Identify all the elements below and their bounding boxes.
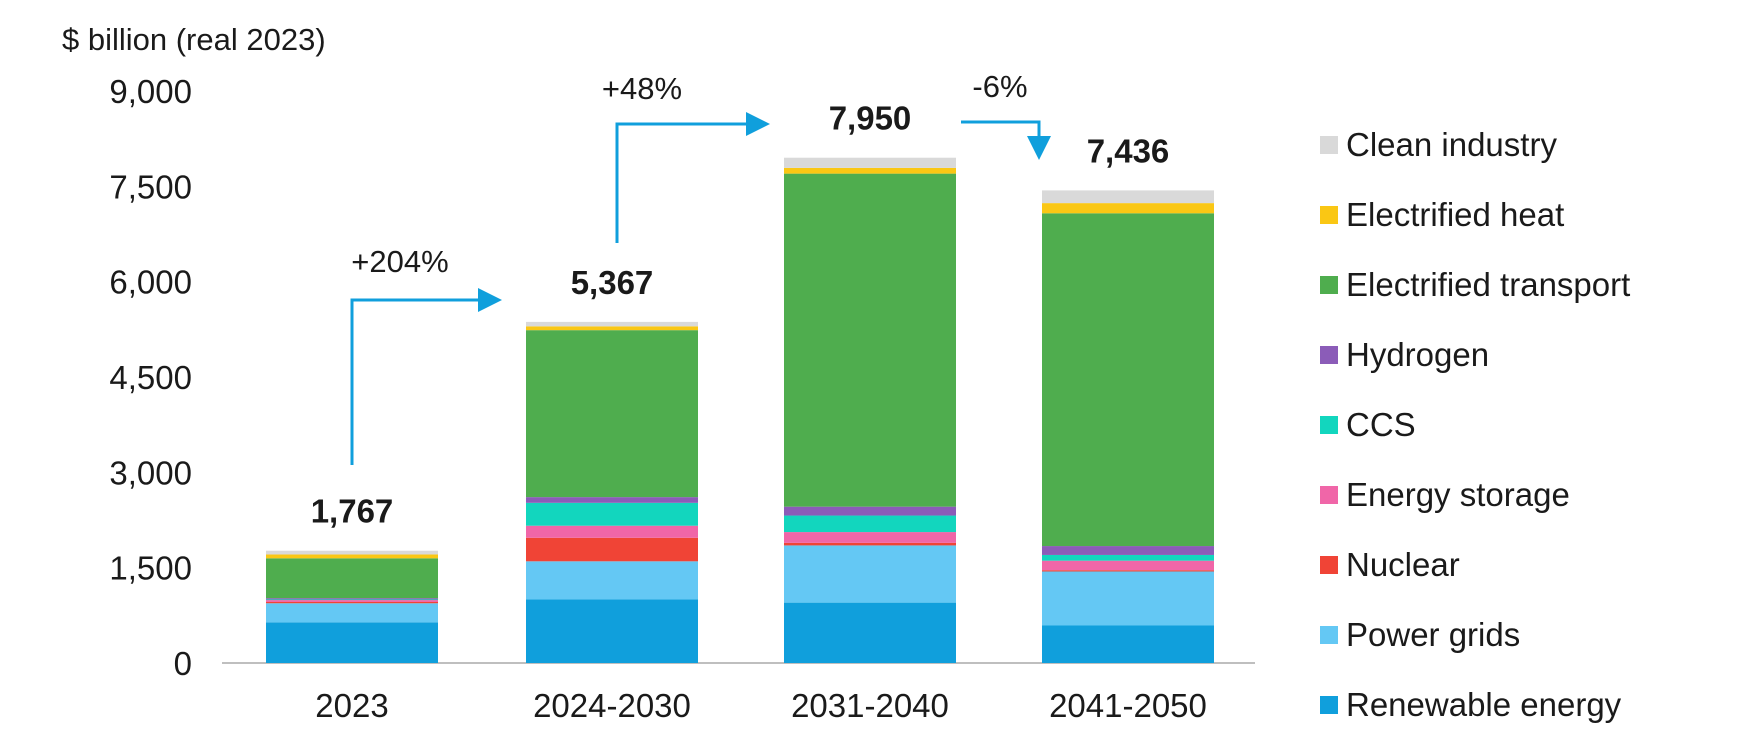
growth-label: +204% bbox=[351, 244, 448, 279]
legend-item: Power grids bbox=[1320, 600, 1720, 670]
bar-segment bbox=[1042, 203, 1214, 214]
bar-segment bbox=[526, 537, 698, 562]
x-tick-label: 2023 bbox=[315, 687, 388, 724]
legend-item: Energy storage bbox=[1320, 460, 1720, 530]
bar-total-label: 7,436 bbox=[1087, 132, 1170, 169]
x-tick-label: 2024-2030 bbox=[533, 687, 691, 724]
legend-label: Electrified transport bbox=[1346, 266, 1631, 303]
bar-total-label: 5,367 bbox=[571, 264, 654, 301]
legend-swatch bbox=[1320, 696, 1338, 714]
growth-label: +48% bbox=[602, 71, 682, 106]
bar-segment bbox=[266, 601, 438, 604]
x-axis-labels: 2023 2024-2030 2031-2040 2041-2050 bbox=[315, 687, 1207, 724]
legend-swatch bbox=[1320, 556, 1338, 574]
bar-segment bbox=[526, 525, 698, 538]
bar-segment bbox=[266, 603, 438, 623]
legend-item: CCS bbox=[1320, 390, 1720, 460]
y-tick-label: 7,500 bbox=[109, 168, 192, 205]
legend-swatch bbox=[1320, 346, 1338, 364]
y-tick-label: 9,000 bbox=[109, 73, 192, 110]
bar-segment bbox=[266, 598, 438, 600]
bar-segment bbox=[784, 532, 956, 543]
growth-arrow bbox=[615, 112, 770, 243]
growth-arrow bbox=[961, 120, 1051, 160]
bar-segment bbox=[526, 321, 698, 327]
bar-segment bbox=[266, 554, 438, 559]
bar-segment bbox=[1042, 570, 1214, 572]
legend-label: Clean industry bbox=[1346, 126, 1557, 163]
legend-label: Electrified heat bbox=[1346, 196, 1565, 233]
bar-segment bbox=[1042, 625, 1214, 663]
y-tick-label: 3,000 bbox=[109, 454, 192, 491]
bar-total-label: 1,767 bbox=[311, 493, 394, 530]
x-tick-label: 2041-2050 bbox=[1049, 687, 1207, 724]
bar-segment bbox=[526, 330, 698, 498]
bar-segment bbox=[266, 550, 438, 555]
bar-segment bbox=[526, 497, 698, 503]
bar-segment bbox=[1042, 554, 1214, 561]
legend: Clean industry Electrified heat Electrifie… bbox=[1320, 110, 1720, 740]
legend-swatch bbox=[1320, 626, 1338, 644]
bar-segment bbox=[1042, 560, 1214, 571]
bar-segment bbox=[266, 622, 438, 663]
y-tick-label: 4,500 bbox=[109, 359, 192, 396]
bar-segment bbox=[266, 600, 438, 602]
bar-segment bbox=[784, 506, 956, 516]
legend-item: Hydrogen bbox=[1320, 320, 1720, 390]
x-tick-label: 2031-2040 bbox=[791, 687, 949, 724]
bar-segment bbox=[266, 599, 438, 601]
growth-label: -6% bbox=[972, 69, 1027, 104]
bar-segment bbox=[526, 561, 698, 600]
legend-swatch bbox=[1320, 206, 1338, 224]
bar-segment bbox=[526, 599, 698, 663]
legend-swatch bbox=[1320, 416, 1338, 434]
bar-segment bbox=[784, 157, 956, 168]
y-axis-title: $ billion (real 2023) bbox=[62, 22, 326, 57]
bar-segment bbox=[266, 558, 438, 599]
bar-segment bbox=[784, 602, 956, 663]
bar-segment bbox=[784, 173, 956, 507]
y-tick-label: 6,000 bbox=[109, 264, 192, 301]
growth-annotations: +204% +48% -6% bbox=[350, 69, 1051, 465]
bar-segment bbox=[784, 167, 956, 174]
legend-label: Power grids bbox=[1346, 616, 1521, 653]
legend-item: Renewable energy bbox=[1320, 670, 1720, 740]
legend-label: Renewable energy bbox=[1346, 686, 1622, 723]
y-tick-label: 0 bbox=[174, 645, 192, 682]
legend-label: Energy storage bbox=[1346, 476, 1570, 513]
y-tick-label: 1,500 bbox=[109, 550, 192, 587]
y-axis-ticks: 0 1,500 3,000 4,500 6,000 7,500 9,000 bbox=[109, 73, 192, 682]
legend-item: Electrified heat bbox=[1320, 180, 1720, 250]
bar-total-label: 7,950 bbox=[829, 100, 912, 137]
legend-swatch bbox=[1320, 276, 1338, 294]
bar-segment bbox=[1042, 213, 1214, 547]
legend-item: Clean industry bbox=[1320, 110, 1720, 180]
bar-segment bbox=[784, 545, 956, 603]
bar-segment bbox=[1042, 571, 1214, 626]
bar-segment bbox=[784, 542, 956, 546]
legend-label: Nuclear bbox=[1346, 546, 1460, 583]
legend-label: CCS bbox=[1346, 406, 1416, 443]
legend-item: Nuclear bbox=[1320, 530, 1720, 600]
bar-segment bbox=[1042, 190, 1214, 204]
legend-label: Hydrogen bbox=[1346, 336, 1490, 373]
bar-stacks bbox=[266, 157, 1214, 663]
bar-segment bbox=[526, 502, 698, 526]
bar-segment bbox=[526, 326, 698, 331]
bar-segment bbox=[1042, 546, 1214, 555]
legend-swatch bbox=[1320, 136, 1338, 154]
bar-total-labels: 1,767 5,367 7,950 7,436 bbox=[311, 100, 1170, 530]
legend-swatch bbox=[1320, 486, 1338, 504]
legend-item: Electrified transport bbox=[1320, 250, 1720, 320]
growth-arrow bbox=[350, 288, 502, 465]
bar-segment bbox=[784, 515, 956, 533]
